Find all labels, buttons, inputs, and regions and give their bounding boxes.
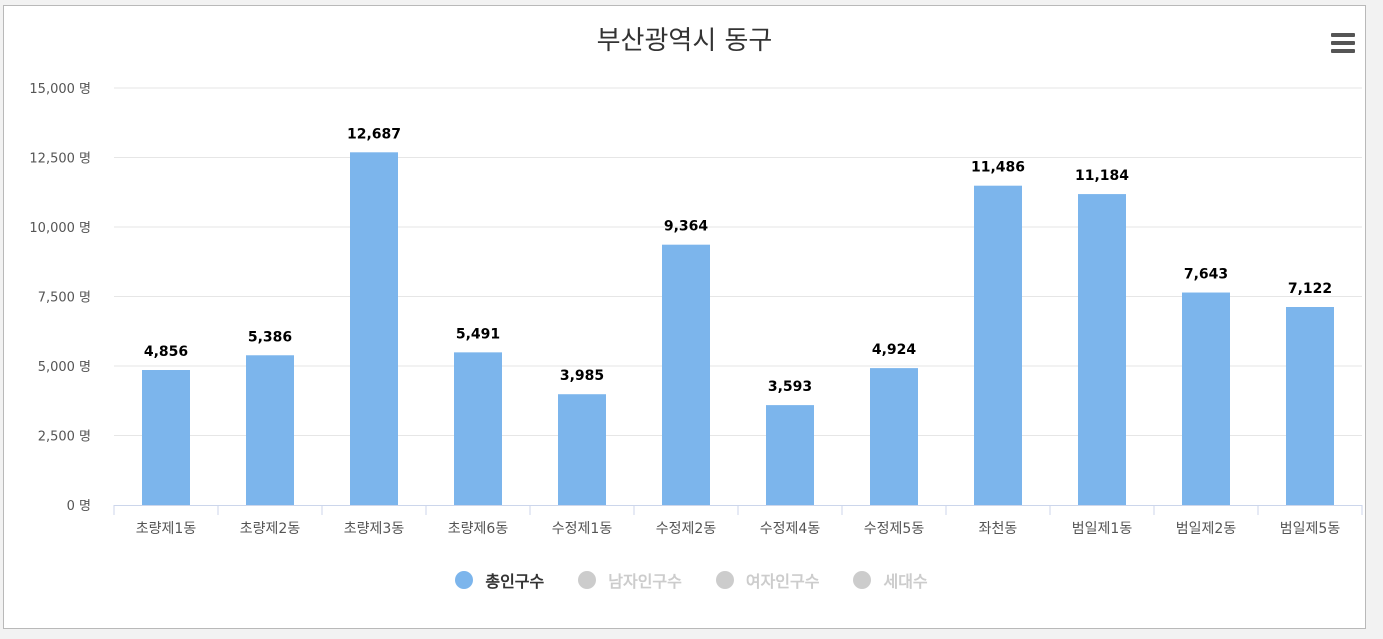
data-label: 11,486 — [971, 160, 1025, 176]
x-tick-label: 범일제1동 — [1072, 521, 1133, 537]
bar[interactable] — [662, 244, 710, 506]
x-tick-label: 범일제5동 — [1280, 521, 1341, 537]
hamburger-menu-icon[interactable] — [1328, 30, 1358, 56]
y-tick-label: 0 명 — [67, 499, 91, 514]
legend-label: 여자인구수 — [745, 572, 820, 591]
data-label: 7,643 — [1184, 267, 1228, 283]
y-tick-label: 10,000 명 — [29, 221, 91, 236]
legend-item[interactable]: 총인구수 — [455, 568, 544, 592]
x-tick-label: 초량제1동 — [136, 521, 197, 537]
data-label: 3,593 — [768, 379, 812, 395]
x-tick-label: 초량제6동 — [448, 521, 509, 537]
x-tick-label: 좌천동 — [979, 521, 1018, 537]
data-label: 12,687 — [347, 126, 401, 142]
x-tick-label: 수정제5동 — [864, 521, 925, 537]
bar[interactable] — [246, 355, 294, 505]
bar[interactable] — [350, 152, 398, 506]
legend-label: 총인구수 — [485, 572, 545, 591]
bar[interactable] — [454, 352, 502, 505]
bar[interactable] — [974, 185, 1022, 505]
data-label: 9,364 — [664, 219, 709, 235]
data-label: 3,985 — [560, 368, 604, 384]
y-tick-label: 7,500 명 — [38, 291, 91, 306]
legend-label: 세대수 — [883, 572, 928, 591]
legend-marker-icon — [853, 571, 872, 589]
y-tick-label: 2,500 명 — [38, 430, 91, 445]
data-label: 5,386 — [248, 329, 292, 345]
chart-legend: 총인구수 남자인구수 여자인구수 세대수 — [0, 568, 1383, 592]
y-tick-label: 5,000 명 — [38, 360, 91, 375]
x-tick-label: 수정제4동 — [760, 521, 821, 537]
y-tick-label: 12,500 명 — [29, 152, 91, 167]
data-label: 7,122 — [1288, 281, 1332, 297]
bar[interactable] — [870, 368, 918, 505]
legend-item[interactable]: 남자인구수 — [578, 568, 682, 592]
bar[interactable] — [766, 405, 814, 505]
legend-item[interactable]: 세대수 — [853, 568, 928, 592]
legend-marker-icon — [715, 571, 734, 589]
chart-title: 부산광역시 동구 — [596, 26, 773, 56]
x-tick-label: 초량제2동 — [240, 521, 301, 537]
bar[interactable] — [558, 394, 606, 505]
data-label: 4,856 — [144, 344, 188, 360]
data-label: 11,184 — [1075, 168, 1129, 184]
legend-item[interactable]: 여자인구수 — [715, 568, 820, 592]
legend-label: 남자인구수 — [608, 572, 682, 591]
x-tick-label: 범일제2동 — [1176, 521, 1237, 537]
data-label: 4,924 — [872, 342, 917, 358]
y-tick-label: 15,000 명 — [29, 82, 91, 97]
x-tick-label: 수정제2동 — [656, 521, 717, 537]
legend-marker-icon — [455, 571, 474, 589]
x-tick-label: 수정제1동 — [552, 521, 613, 537]
legend-marker-icon — [578, 571, 597, 589]
bar[interactable] — [1078, 194, 1126, 506]
data-label: 5,491 — [456, 326, 500, 342]
x-tick-label: 초량제3동 — [344, 521, 405, 537]
bar[interactable] — [1286, 307, 1334, 505]
bar[interactable] — [142, 370, 190, 505]
bar[interactable] — [1182, 292, 1230, 505]
